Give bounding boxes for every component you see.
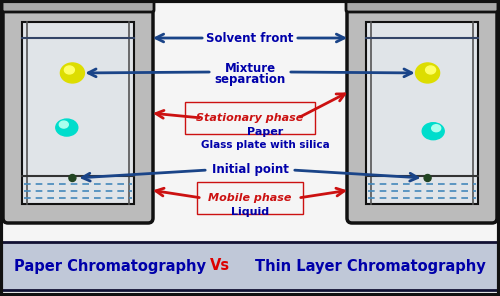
Ellipse shape: [426, 66, 436, 74]
Text: Mixture: Mixture: [224, 62, 276, 75]
Ellipse shape: [422, 123, 444, 140]
Text: separation: separation: [214, 73, 286, 86]
FancyBboxPatch shape: [1, 242, 499, 290]
Text: Paper Chromatography: Paper Chromatography: [14, 258, 206, 274]
Text: Initial point: Initial point: [212, 163, 288, 176]
Ellipse shape: [432, 125, 440, 132]
Text: Solvent front: Solvent front: [206, 31, 294, 44]
Text: Stationary phase: Stationary phase: [196, 113, 304, 123]
FancyBboxPatch shape: [2, 0, 154, 12]
Text: Glass plate with silica: Glass plate with silica: [200, 140, 330, 150]
Ellipse shape: [416, 63, 440, 83]
FancyBboxPatch shape: [366, 22, 478, 204]
Text: Liquid: Liquid: [231, 207, 269, 217]
Text: Mobile phase: Mobile phase: [208, 193, 292, 203]
Text: Paper: Paper: [247, 127, 283, 137]
FancyBboxPatch shape: [347, 3, 497, 223]
Ellipse shape: [60, 63, 84, 83]
Text: Thin Layer Chromatography: Thin Layer Chromatography: [254, 258, 486, 274]
FancyBboxPatch shape: [3, 3, 153, 223]
FancyBboxPatch shape: [346, 0, 498, 12]
Ellipse shape: [56, 119, 78, 136]
FancyBboxPatch shape: [22, 22, 134, 204]
Ellipse shape: [424, 175, 431, 181]
Ellipse shape: [64, 66, 74, 74]
Text: Vs: Vs: [210, 258, 230, 274]
Ellipse shape: [69, 175, 76, 181]
Ellipse shape: [60, 121, 68, 128]
